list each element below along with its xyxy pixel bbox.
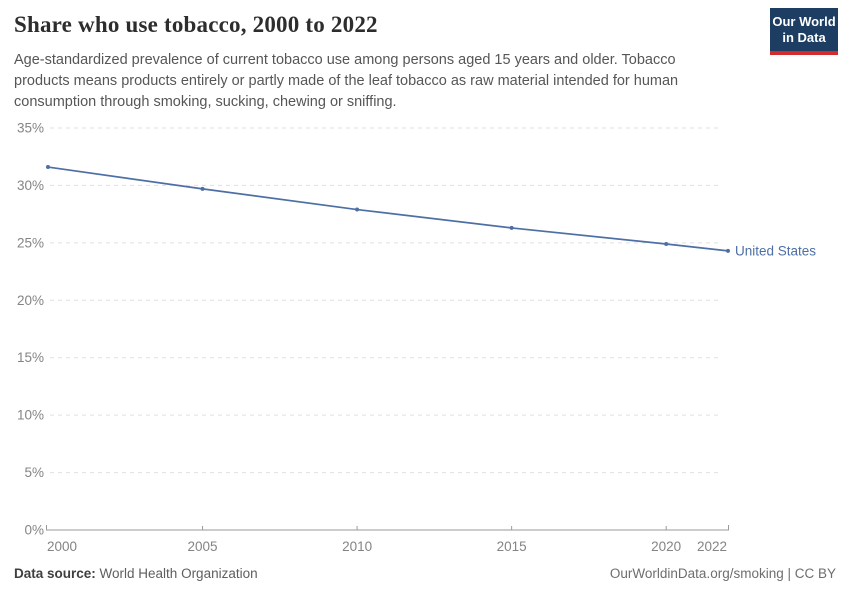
data-point-2022[interactable] (726, 248, 730, 253)
series-line-united-states[interactable] (47, 166, 729, 252)
x-axis-label: 2020 (651, 539, 681, 554)
chart-footer: Data source: World Health Organization O… (14, 566, 836, 581)
y-axis-label: 10% (17, 408, 44, 423)
page-title: Share who use tobacco, 2000 to 2022 (14, 12, 378, 37)
subtitle-line: Age-standardized prevalence of current t… (14, 52, 676, 68)
y-axis-label: 35% (17, 121, 44, 136)
chart-subtitle: Age-standardized prevalence of current t… (14, 50, 734, 113)
data-source-value: World Health Organization (95, 566, 258, 581)
data-point-2005[interactable] (200, 186, 205, 191)
x-axis-label: 2015 (497, 539, 527, 554)
data-source: Data source: World Health Organization (14, 566, 258, 581)
subtitle-line: products means products entirely or part… (14, 73, 679, 89)
data-point-2020[interactable] (664, 242, 669, 247)
x-axis-label: 2005 (188, 539, 218, 554)
x-axis-label: 2022 (697, 539, 727, 554)
x-axis-label: 2010 (342, 539, 372, 554)
y-axis-label: 25% (17, 235, 44, 250)
y-axis-label: 30% (17, 178, 44, 193)
y-axis-label: 15% (17, 350, 44, 365)
subtitle-line: consumption through smoking, sucking, ch… (14, 94, 397, 110)
owid-logo-line2: in Data (782, 30, 826, 45)
data-point-2015[interactable] (509, 225, 514, 230)
y-axis-label: 5% (24, 465, 44, 480)
y-axis-label: 0% (24, 523, 44, 538)
x-axis-label: 2000 (47, 539, 77, 554)
credit-link[interactable]: OurWorldinData.org/smoking | CC BY (609, 566, 836, 581)
data-source-label: Data source: (14, 566, 96, 581)
owid-logo-line1: Our World (772, 14, 836, 29)
data-point-2010[interactable] (355, 207, 360, 212)
data-point-2000[interactable] (46, 165, 50, 170)
series-label-united-states[interactable]: United States (735, 243, 816, 258)
y-axis-label: 20% (17, 293, 44, 308)
owid-logo[interactable]: Our World in Data (770, 8, 838, 55)
